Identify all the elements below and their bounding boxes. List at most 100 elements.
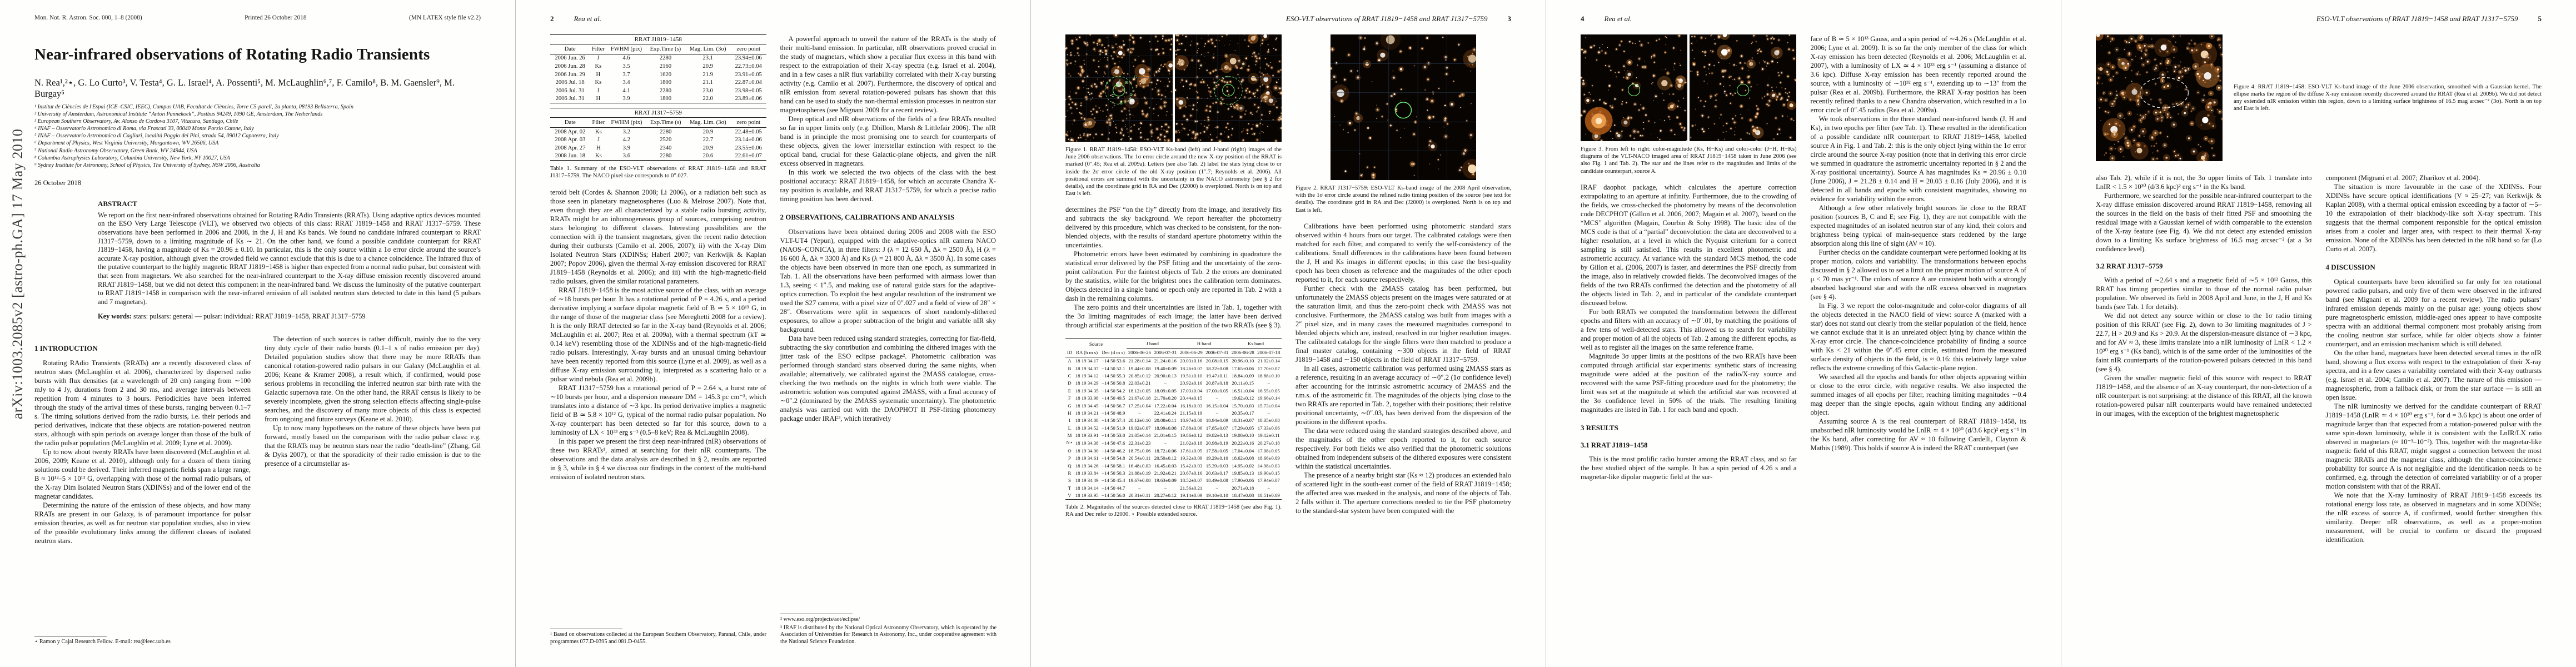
table-cell: −14 50 53.0	[1102, 432, 1125, 439]
text-block: 3.2 RRAT J1317−5759	[2096, 262, 2163, 270]
text-block: We did not detect any source within or c…	[2096, 312, 2312, 373]
page-5-left-column: also Tab. 2), while if it is not, the 3σ…	[2096, 173, 2312, 544]
table-row: R 18 19 33.84 −14 50 50.3 21.88±0.19 21.92±0…	[1065, 469, 1282, 476]
table-cell: 17.25±0.04	[1128, 402, 1151, 409]
table-row: 2006 Jul. 31 H 3.9 1800 22.0 23.89±0.06	[550, 94, 766, 104]
table-cell: M	[1067, 432, 1072, 439]
table-cell: 16.15±0.04	[1205, 402, 1228, 409]
table-cell: A	[1068, 358, 1072, 364]
author-list: N. Rea¹,²⋆, G. Lo Curto³, V. Testa⁴, G. …	[34, 77, 455, 99]
table-cell: 18.26±0.07	[1180, 365, 1203, 371]
table-cell: 20.27±0.18	[1257, 440, 1280, 446]
page-1-content: Mon. Not. R. Astron. Soc. 000, 1–8 (2008…	[34, 14, 481, 647]
page-4-left-text: IRAF daophot package, which calculates t…	[1581, 183, 1797, 481]
text-block: Deep optical and nIR observations of the…	[780, 115, 996, 167]
table-cell: 20.27±0.12	[1152, 491, 1179, 500]
svg-text:E: E	[1120, 101, 1123, 105]
text-block: The presence of a nearby bright star (Ks…	[1296, 471, 1511, 515]
svg-text:G: G	[1134, 76, 1137, 79]
table-cell: 4.2	[622, 137, 631, 143]
table-cell: 19.14±0.09	[1178, 491, 1204, 500]
text-block: RRAT J1819−1458 is the most active sourc…	[550, 286, 766, 383]
figure-2-image	[1331, 34, 1476, 180]
table-cell: 20.08±0.15	[1205, 358, 1228, 364]
table-1-section: RRAT J1317−5759 Date Filter FWHM (pix) Exp.…	[550, 108, 766, 161]
table-cell: 20.87±0.18	[1205, 380, 1228, 386]
table-cell: 19.51±0.10	[1180, 373, 1203, 379]
printed-line: Printed 26 October 2018	[245, 14, 307, 21]
table-cell: 15.39±0.03	[1205, 462, 1228, 469]
page-1: arXiv:1003.2085v2 [astro-ph.GA] 17 May 2…	[0, 0, 515, 667]
page-3-right-text: Calibrations have been performed using p…	[1296, 222, 1511, 515]
page-4-right-column: face of B ≃ 5 × 10¹³ Gauss, and a spin p…	[1811, 34, 2027, 481]
table-cell: 22.0	[685, 94, 731, 104]
band-group-header: Ks band	[1230, 339, 1282, 349]
table-cell: 18 19 33.91	[1075, 432, 1099, 439]
table-cell: 18.72±0.06	[1154, 447, 1177, 454]
table-row: 2008 Apr. 02 Ks 3.2 2280 20.9 22.48±0.05	[550, 127, 766, 136]
text-block: In this work we selected the two objects…	[780, 168, 996, 203]
text-block: 4 DISCUSSION	[2325, 263, 2375, 271]
table-cell: H	[596, 71, 601, 78]
ra-column-header: RA (h m s)	[1073, 348, 1100, 357]
table-cell: 23.0	[702, 87, 713, 94]
text-block: face of B ≃ 5 × 10¹³ Gauss, and a spin p…	[1810, 35, 2027, 114]
table-cell: 16.18±0.03	[1180, 402, 1203, 409]
table-cell: −	[1138, 485, 1141, 491]
dec-column-header: Dec (d m s)	[1100, 348, 1127, 357]
table-cell: 17.65±0.06	[1232, 365, 1254, 371]
table-cell: H	[1068, 410, 1072, 416]
table-cell: 2006 Jun. 28	[555, 63, 585, 69]
text-block: We searched all the epochs and bands for…	[1810, 373, 2027, 416]
page-4: 4 Rea et al. Figure 3. From left to righ…	[1546, 0, 2061, 667]
abstract-text: We report on the first near-infrared obs…	[98, 211, 481, 306]
table-cell: 19.44±0.08	[1128, 365, 1151, 371]
column-header: Mag. Lim. (3σ)	[685, 117, 731, 128]
paper-title: Near-infrared observations of Rotating R…	[34, 46, 430, 63]
keywords-line: Key words: stars: pulsars: general — pul…	[98, 312, 481, 321]
table-cell: 18.52±0.07	[1180, 477, 1203, 484]
column-header: Exp.Time (s)	[646, 44, 685, 54]
table-cell: 20.22±0.16	[1232, 440, 1254, 446]
table-cell: 18 19 33.98	[1075, 395, 1099, 401]
table-cell: 1800	[659, 79, 671, 86]
table-row: 2006 Jun. 26 J 4.6 2280 23.1 23.94±0.06	[550, 54, 766, 62]
table-cell: 21.67±0.18	[1128, 395, 1151, 401]
table-cell: J	[597, 137, 600, 143]
table-cell: 18 19 34.00	[1075, 447, 1099, 454]
table-cell: 23.55±0.06	[735, 145, 762, 151]
table-cell: 18.94±0.09	[1205, 417, 1228, 424]
table-cell: 17.58±0.05	[1205, 447, 1228, 454]
table-cell: 20.03±0.16	[1180, 358, 1203, 364]
table-cell: 22.61±0.07	[731, 152, 766, 161]
abstract-block: ABSTRACT We report on the first near-inf…	[98, 200, 481, 321]
table-row: 2008 Jun. 18 Ks 3.6 2280 20.6 22.61±0.07	[550, 152, 766, 161]
text-block: also Tab. 2), while if it is not, the 3σ…	[2096, 174, 2312, 191]
table-cell: 18.62±0.08	[1232, 455, 1254, 461]
table-cell: −14 50 52.1	[1102, 365, 1125, 371]
table-cell: 17.33±0.06	[1257, 425, 1280, 431]
epoch-column-header: 2006-07-31	[1204, 348, 1230, 357]
table-cell: 2008 Jun. 18	[550, 152, 590, 161]
table-cell: 21.02±0.18	[1180, 440, 1203, 446]
table-cell: −14 50 55.3	[1102, 373, 1125, 379]
footnote-line: ³ IRAF is distributed by the National Op…	[780, 624, 996, 645]
table-cell: H	[590, 94, 607, 104]
table-cell: 18.47±0.08	[1230, 491, 1256, 500]
page-number: 2	[550, 14, 554, 23]
table-row: N⋆ 18 19 34.38 −14 50 47.6 22.31±0.23 − 21.02…	[1065, 439, 1282, 447]
text-block: A powerful approach to unveil the nature…	[780, 35, 996, 114]
table-1-caption: Table 1. Summary of the ESO-VLT observat…	[550, 166, 766, 180]
text-block: The zero points and their uncertainties …	[1065, 303, 1282, 330]
table-cell: 4.1	[622, 87, 630, 94]
table-cell: 17.08±0.05	[1257, 447, 1280, 454]
page-5-right-column: component (Mignani et al. 2007; Zharikov…	[2326, 173, 2542, 544]
table-cell: 23.91±0.05	[735, 71, 762, 78]
column-header: Mag. Lim. (3σ)	[685, 44, 731, 54]
table-cell: 21.02±0.14	[1257, 358, 1280, 364]
table-cell: L	[1068, 425, 1072, 431]
table-row: T 18 19 34.14 −14 50 44.7 − − 21.56±0.21 − 20.7…	[1065, 484, 1282, 491]
table-cell: −14 50 50.8	[1102, 380, 1125, 386]
table-cell: 20.98±0.19	[1205, 440, 1228, 446]
page-1-left-column: 1 INTRODUCTION Rotating RAdio Transients …	[34, 335, 251, 545]
